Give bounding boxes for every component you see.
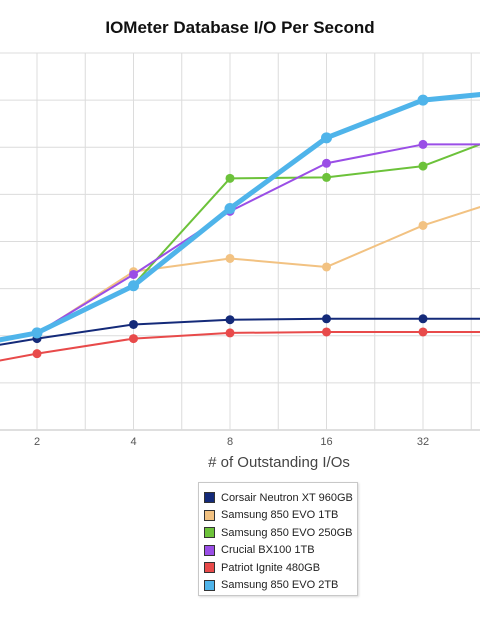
legend-item: Corsair Neutron XT 960GB	[204, 489, 353, 507]
data-point	[418, 220, 428, 230]
legend-item: Samsung 850 EVO 250GB	[204, 524, 353, 542]
x-tick-label: 8	[227, 436, 233, 448]
x-tick-label: 2	[34, 436, 40, 448]
data-point	[225, 173, 235, 183]
legend-swatch	[204, 579, 215, 591]
series-line	[0, 330, 480, 362]
data-point	[322, 158, 331, 168]
data-point	[418, 327, 428, 337]
x-tick-label: 4	[130, 436, 136, 448]
legend-item: Samsung 850 EVO 2TB	[204, 577, 353, 595]
legend-swatch	[204, 509, 215, 521]
data-point	[418, 314, 428, 324]
series-line	[0, 206, 480, 342]
data-point	[322, 327, 331, 337]
data-point	[32, 349, 42, 359]
data-point	[225, 328, 235, 338]
x-tick-label: 32	[417, 436, 429, 448]
series-patriot-ignite-480gb	[0, 327, 480, 362]
data-point	[418, 161, 428, 171]
data-point	[417, 94, 429, 106]
data-point	[418, 139, 428, 149]
data-point	[225, 315, 235, 325]
legend-item: Samsung 850 EVO 1TB	[204, 507, 353, 525]
legend-label: Samsung 850 EVO 1TB	[221, 509, 339, 522]
x-axis-title: # of Outstanding I/Os	[208, 454, 350, 471]
data-point	[225, 253, 235, 263]
data-point	[31, 327, 43, 339]
grid-lines	[0, 52, 480, 431]
series-samsung-850-evo-250gb	[0, 143, 480, 342]
x-tick-label: 16	[320, 436, 332, 448]
legend-swatch	[204, 562, 215, 574]
legend-label: Samsung 850 EVO 250GB	[221, 526, 353, 539]
legend-label: Samsung 850 EVO 2TB	[221, 579, 339, 592]
series-lines	[0, 92, 480, 362]
legend-swatch	[204, 492, 215, 504]
series-crucial-bx100-1tb	[0, 139, 480, 341]
data-point	[322, 172, 331, 182]
series-samsung-850-evo-1tb	[0, 206, 480, 342]
data-point	[322, 314, 331, 324]
x-tick-labels: 2 4 8 16 32	[34, 436, 429, 448]
legend-item: Crucial BX100 1TB	[204, 542, 353, 560]
legend-swatch	[204, 527, 215, 539]
data-point	[128, 280, 139, 292]
series-corsair-neutron-xt-960gb	[0, 314, 480, 346]
series-samsung-850-evo-2tb	[0, 92, 480, 343]
legend-label: Crucial BX100 1TB	[221, 544, 315, 557]
data-point	[129, 319, 138, 329]
legend-swatch	[204, 544, 215, 556]
data-point	[129, 334, 138, 344]
legend: Corsair Neutron XT 960GB Samsung 850 EVO …	[198, 482, 358, 596]
data-point	[224, 203, 236, 215]
legend-item: Patriot Ignite 480GB	[204, 559, 353, 577]
legend-label: Corsair Neutron XT 960GB	[221, 491, 353, 504]
data-point	[322, 262, 331, 272]
series-line	[0, 317, 480, 346]
chart-title: IOMeter Database I/O Per Second	[105, 18, 375, 37]
data-point	[321, 132, 332, 144]
legend-label: Patriot Ignite 480GB	[221, 561, 321, 574]
data-point	[129, 269, 138, 279]
